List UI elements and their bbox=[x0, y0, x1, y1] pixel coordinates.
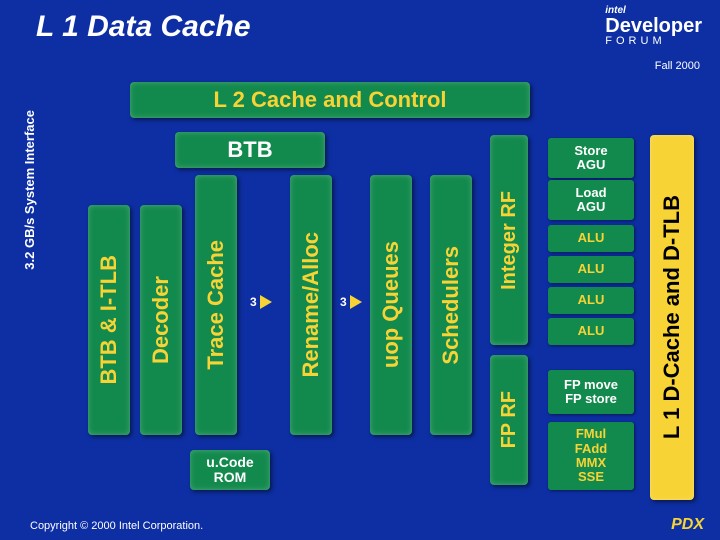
block-int_rf: Integer RF bbox=[490, 135, 528, 345]
intel-developer-forum-logo: intel Developer FORUM bbox=[605, 6, 702, 47]
exec-unit-line: FP store bbox=[565, 392, 617, 406]
uop-arrow-1: 3 bbox=[340, 295, 364, 309]
exec-unit-7: FMulFAddMMXSSE bbox=[548, 422, 634, 490]
exec-unit-line: Store bbox=[574, 144, 607, 158]
exec-unit-line: ALU bbox=[578, 293, 605, 307]
exec-unit-4: ALU bbox=[548, 287, 634, 314]
date-label: Fall 2000 bbox=[655, 60, 700, 72]
block-decoder: Decoder bbox=[140, 205, 182, 435]
exec-unit-5: ALU bbox=[548, 318, 634, 345]
block-uopq: uop Queues bbox=[370, 175, 412, 435]
block-label: L 1 D-Cache and D-TLB bbox=[659, 195, 685, 439]
block-btb_itlb: BTB & I-TLB bbox=[88, 205, 130, 435]
block-label: FP RF bbox=[498, 391, 521, 448]
block-label: Integer RF bbox=[498, 191, 521, 290]
block-label: 3.2 GB/s System Interface bbox=[22, 110, 37, 270]
block-label: Trace Cache bbox=[203, 240, 229, 370]
block-label: u.CodeROM bbox=[206, 455, 253, 486]
pdx-label: PDX bbox=[671, 516, 704, 534]
block-label: L 2 Cache and Control bbox=[213, 87, 446, 113]
uop-arrow-0: 3 bbox=[250, 295, 274, 309]
logo-line2: Developer bbox=[605, 16, 702, 36]
block-label: BTB & I-TLB bbox=[96, 255, 122, 385]
logo-line3: FORUM bbox=[605, 36, 702, 47]
block-l2: L 2 Cache and Control bbox=[130, 82, 530, 118]
exec-unit-line: FAdd bbox=[575, 442, 608, 456]
exec-unit-line: FMul bbox=[576, 427, 606, 441]
block-label: Rename/Alloc bbox=[298, 232, 324, 378]
exec-unit-3: ALU bbox=[548, 256, 634, 283]
arrow-icon bbox=[260, 295, 272, 309]
exec-unit-line: ALU bbox=[578, 324, 605, 338]
exec-unit-line: MMX bbox=[576, 456, 606, 470]
block-l1d: L 1 D-Cache and D-TLB bbox=[650, 135, 694, 500]
block-label: Decoder bbox=[148, 276, 174, 364]
block-rename: Rename/Alloc bbox=[290, 175, 332, 435]
exec-unit-2: ALU bbox=[548, 225, 634, 252]
exec-unit-1: LoadAGU bbox=[548, 180, 634, 220]
exec-unit-line: FP move bbox=[564, 378, 618, 392]
exec-unit-line: ALU bbox=[578, 262, 605, 276]
block-sched: Schedulers bbox=[430, 175, 472, 435]
slide: L 1 Data Cache Fall 2000 intel Developer… bbox=[0, 0, 720, 540]
exec-unit-0: StoreAGU bbox=[548, 138, 634, 178]
exec-unit-6: FP moveFP store bbox=[548, 370, 634, 414]
block-label: Schedulers bbox=[438, 246, 464, 365]
copyright: Copyright © 2000 Intel Corporation. bbox=[30, 520, 203, 532]
block-btb: BTB bbox=[175, 132, 325, 168]
block-ucode: u.CodeROM bbox=[190, 450, 270, 490]
block-fp_rf: FP RF bbox=[490, 355, 528, 485]
block-sysif: 3.2 GB/s System Interface bbox=[16, 80, 42, 300]
block-label: uop Queues bbox=[378, 241, 404, 368]
block-label: BTB bbox=[227, 137, 272, 163]
arrow-icon bbox=[350, 295, 362, 309]
exec-unit-line: ALU bbox=[578, 231, 605, 245]
block-trace: Trace Cache bbox=[195, 175, 237, 435]
page-title: L 1 Data Cache bbox=[36, 10, 251, 44]
exec-unit-line: AGU bbox=[577, 158, 606, 172]
exec-unit-line: SSE bbox=[578, 470, 604, 484]
exec-unit-line: AGU bbox=[577, 200, 606, 214]
exec-unit-line: Load bbox=[575, 186, 606, 200]
